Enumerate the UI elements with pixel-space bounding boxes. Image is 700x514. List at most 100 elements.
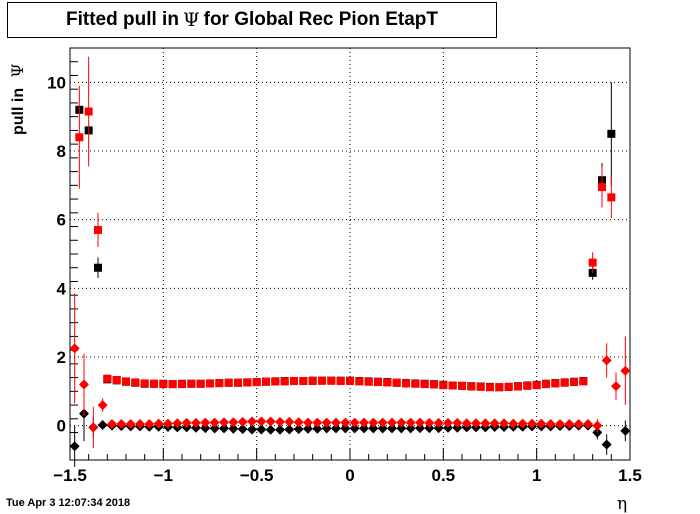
data-point (514, 382, 522, 391)
data-point (275, 424, 285, 435)
data-point (601, 355, 612, 366)
data-point (377, 423, 388, 434)
data-point (542, 380, 550, 389)
data-point (377, 417, 388, 428)
data-point (187, 379, 196, 388)
data-point (116, 418, 127, 429)
y-axis-label-psi-symbol: Ψ (8, 63, 27, 78)
data-point (601, 439, 612, 450)
data-point (592, 420, 603, 431)
data-point (168, 380, 177, 389)
data-point (532, 381, 541, 390)
data-point (573, 418, 584, 429)
data-point (181, 417, 192, 428)
data-point (200, 417, 211, 428)
data-point (396, 423, 407, 434)
data-point (159, 380, 168, 389)
data-point (504, 382, 513, 391)
data-point (349, 417, 360, 428)
data-point (75, 133, 84, 142)
data-point (620, 425, 631, 436)
data-point (499, 418, 509, 429)
data-point (252, 378, 261, 387)
data-point (359, 423, 369, 434)
data-point (228, 423, 239, 434)
data-point (293, 424, 304, 435)
y-tick-label: 2 (57, 348, 66, 367)
data-point (355, 377, 364, 386)
data-point (443, 417, 453, 428)
data-point (275, 416, 285, 427)
data-point (340, 423, 351, 434)
data-point (94, 225, 102, 234)
data-point (495, 383, 504, 392)
x-tick-label: 1.5 (618, 466, 642, 485)
data-point (368, 417, 379, 428)
data-point (560, 378, 569, 387)
y-axis-label-prefix: pull in (10, 87, 27, 135)
data-point (215, 379, 224, 388)
data-point (551, 379, 560, 388)
data-point (303, 417, 313, 428)
data-point (458, 381, 466, 390)
data-point (228, 417, 239, 428)
plot-frame (69, 47, 631, 461)
data-point (611, 381, 621, 392)
data-point (237, 424, 248, 435)
data-point (293, 417, 304, 428)
data-point (607, 129, 616, 138)
data-point (69, 343, 80, 354)
data-point (405, 423, 416, 434)
data-point (415, 417, 425, 428)
data-point (219, 417, 229, 428)
data-point (346, 377, 354, 386)
data-point (69, 441, 80, 452)
data-point (200, 423, 211, 434)
data-point (607, 193, 616, 202)
axes: −1.5 −1 −0.5 0 0.5 1 1.5 0 2 4 6 8 10 (47, 47, 642, 485)
data-point (387, 423, 397, 434)
data-point (318, 376, 326, 385)
data-point (299, 377, 308, 386)
data-point (405, 417, 416, 428)
y-axis-label: pull in Ψ (8, 63, 28, 135)
data-point (284, 416, 295, 427)
data-point (290, 377, 298, 386)
data-point (471, 418, 481, 429)
data-point (237, 416, 248, 427)
data-point (517, 418, 528, 429)
data-point (570, 378, 578, 387)
x-tick-label: 0.5 (432, 466, 456, 485)
data-point (284, 424, 295, 435)
data-point (588, 258, 597, 267)
data-point (489, 418, 500, 429)
data-point (368, 423, 379, 434)
data-point (579, 377, 588, 386)
data-point (144, 418, 155, 429)
data-point (94, 263, 102, 272)
data-point (415, 423, 425, 434)
y-tick-label: 4 (57, 279, 67, 298)
data-point (424, 417, 435, 428)
data-point (508, 418, 519, 429)
data-point (280, 377, 289, 386)
data-point (191, 417, 201, 428)
data-point (219, 423, 229, 434)
data-point (527, 418, 537, 429)
data-point (321, 417, 332, 428)
chart-title-suffix: for Global Rec Pion EtapT (203, 9, 438, 30)
data-point (392, 378, 401, 387)
data-point (536, 418, 547, 429)
data-point (430, 380, 438, 389)
data-points (69, 56, 631, 467)
series-0 (75, 82, 616, 392)
data-point (331, 423, 341, 434)
series-1 (75, 56, 616, 392)
data-point (523, 381, 532, 390)
data-point (383, 378, 392, 387)
data-point (476, 382, 485, 391)
data-point (564, 418, 575, 429)
data-point (265, 424, 276, 435)
data-point (209, 417, 220, 428)
